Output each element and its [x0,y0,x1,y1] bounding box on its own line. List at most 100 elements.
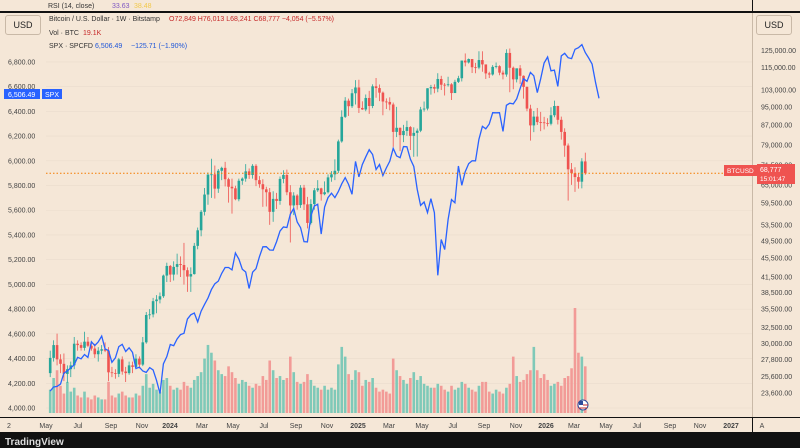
volume-bar [525,374,529,413]
left-tick-label: 4,600.00 [8,331,35,338]
volume-bar [385,391,388,413]
volume-bar [110,395,114,413]
spx-line [49,43,600,394]
volume-bar [337,364,340,413]
plot-background [0,13,752,417]
x-tick-label: Nov [510,423,523,430]
x-tick-label: Nov [136,423,149,430]
candle-body [477,60,481,68]
x-tick-label: 2025 [350,423,366,430]
candle-body [134,358,138,367]
volume-bar [350,379,354,413]
volume-bar [203,358,206,413]
candle-body [124,371,127,374]
spx-tag-bg [42,89,62,99]
volume-bar [487,391,491,413]
candle-body [165,265,169,276]
right-tick-label: 27,800.00 [761,357,792,364]
right-tick-label: 35,500.00 [761,307,792,314]
left-currency-button[interactable]: USD [5,15,41,35]
candle-body [83,341,86,348]
candle-body [309,204,313,223]
candle-body [518,68,522,76]
candle-body [131,365,134,367]
x-tick-label: May [415,423,429,430]
volume-bar [186,385,189,413]
candle-body [436,78,440,89]
candle-body [398,127,402,136]
candle-body [285,174,289,193]
candle-body [148,314,151,316]
candle-body [522,75,525,87]
volume-bar [367,381,371,413]
candle-body [340,116,344,142]
right-currency-button[interactable]: USD [756,15,792,35]
volume-bar [127,397,131,413]
spx-tag: SPX [45,92,59,99]
rsi-label: RSI (14, close) [48,3,94,10]
volume-bar [59,385,62,413]
x-tick-label: May [599,423,613,430]
right-tick-label: 41,500.00 [761,275,792,282]
volume-bar [460,381,464,413]
volume-bar [138,395,141,413]
candle-body [292,195,296,206]
candle-body [302,187,306,205]
btc-tag: BTCUSD [727,168,754,175]
volume-bar [282,379,285,413]
volume-bar [529,370,532,413]
right-tick-label: 65,000.00 [761,182,792,189]
candle-body [55,345,59,360]
volume-bar [213,360,217,413]
volume-bar [247,385,251,413]
volume-bar [450,385,453,413]
volume-bar [333,389,337,413]
candle-body [162,275,165,297]
volume-bar [511,356,515,413]
candle-body [508,52,512,68]
candle-body [117,359,121,374]
candle-body [494,66,498,67]
volume-bar [254,383,258,413]
candle-body [463,60,467,63]
candle-body [86,341,90,346]
candle-body [127,365,131,374]
volume-bar [165,378,169,413]
candle-body [347,100,350,107]
volume-bar [340,346,344,413]
legend-spx-change: −125.71 (−1.90%) [131,43,187,50]
x-tick-label: Nov [321,423,334,430]
volume-bar [570,368,573,413]
volume-bar [446,391,450,413]
candle-body [350,93,354,107]
volume-bar [210,352,213,413]
volume-bar [69,391,73,413]
candle-body [103,349,107,351]
candle-body [306,204,309,223]
candle-body [580,161,584,182]
candle-body [374,86,378,89]
candle-body [577,177,580,182]
candle-body [96,350,100,355]
candle-body [155,299,158,302]
candle-body [100,349,103,351]
volume-bar [505,387,508,413]
candle-body [189,274,193,277]
volume-bar [361,385,364,413]
volume-bar [275,378,278,413]
volume-bar [559,385,563,413]
candle-body [299,187,302,206]
volume-bar [295,381,299,413]
volume-bar [192,379,196,413]
candle-body [422,108,426,110]
right-tick-label: 49,500.00 [761,238,792,245]
volume-bar [391,358,395,413]
candle-body [498,66,501,73]
candle-body [549,115,553,124]
candle-body [213,174,217,189]
left-tick-label: 5,600.00 [8,208,35,215]
volume-bar [491,393,494,413]
candle-body [203,194,206,212]
candle-body [275,198,278,201]
